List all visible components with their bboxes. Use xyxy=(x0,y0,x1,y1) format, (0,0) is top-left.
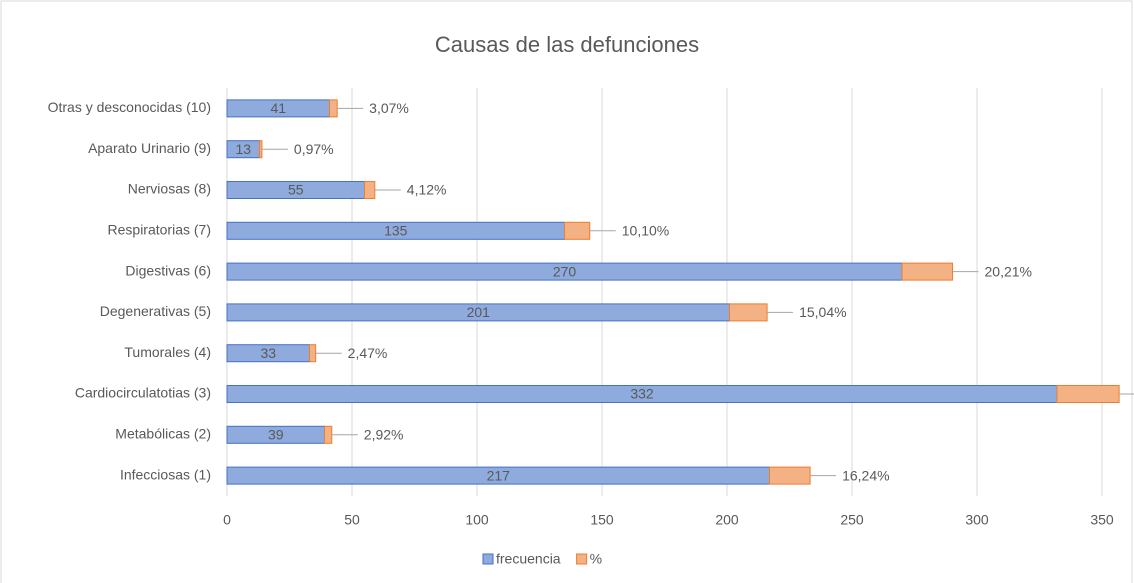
data-label: 33 xyxy=(260,345,276,361)
data-label: 332 xyxy=(630,386,654,402)
bar-segment xyxy=(309,344,317,363)
bar-segment xyxy=(901,262,954,281)
y-tick-label: Degenerativas (5) xyxy=(100,303,211,319)
bar-segment xyxy=(324,425,333,444)
data-label: 217 xyxy=(487,467,511,483)
y-tick-label: Cardiocirculatotias (3) xyxy=(75,385,211,401)
bar-segment xyxy=(329,99,338,118)
data-label: 55 xyxy=(288,182,304,198)
y-tick-label: Aparato Urinario (9) xyxy=(88,140,211,156)
x-tick-label: 150 xyxy=(590,512,614,528)
x-tick-label: 100 xyxy=(465,512,489,528)
y-tick-label: Tumorales (4) xyxy=(124,344,211,360)
legend-swatch xyxy=(482,553,494,565)
data-label: 13 xyxy=(235,141,251,157)
x-tick-label: 300 xyxy=(965,512,989,528)
data-label: 0,97% xyxy=(294,141,334,157)
data-label: 16,24% xyxy=(842,467,889,483)
data-label: 135 xyxy=(384,223,408,239)
y-tick-label: Metabólicas (2) xyxy=(115,426,211,442)
bar-segment xyxy=(1056,385,1120,403)
data-label: 20,21% xyxy=(985,263,1032,279)
data-label: 41 xyxy=(270,100,286,116)
data-label: 39 xyxy=(268,427,284,443)
x-tick-label: 50 xyxy=(344,512,360,528)
legend-label: % xyxy=(590,551,602,567)
data-label: 201 xyxy=(467,304,491,320)
bar-segment xyxy=(564,221,591,240)
x-tick-label: 250 xyxy=(840,512,864,528)
chart-title: Causas de las defunciones xyxy=(435,32,699,57)
legend-swatch xyxy=(576,553,588,565)
y-tick-label: Infecciosas (1) xyxy=(120,466,211,482)
data-label: 2,47% xyxy=(348,345,388,361)
data-label: 3,07% xyxy=(369,100,409,116)
y-tick-label: Digestivas (6) xyxy=(125,262,211,278)
bar-segment xyxy=(769,466,811,485)
data-label: 4,12% xyxy=(407,182,447,198)
y-tick-label: Nerviosas (8) xyxy=(128,181,211,197)
y-tick-label: Otras y desconocidas (10) xyxy=(48,99,211,115)
data-label: 15,04% xyxy=(799,304,846,320)
data-label: 2,92% xyxy=(364,427,404,443)
data-label: 10,10% xyxy=(622,223,669,239)
legend-label: frecuencia xyxy=(496,551,561,567)
bar-segment xyxy=(729,303,768,322)
bar-segment xyxy=(364,181,376,199)
y-tick-label: Respiratorias (7) xyxy=(108,222,211,238)
data-label: 270 xyxy=(553,263,577,279)
bar-segment xyxy=(259,140,263,159)
x-tick-label: 350 xyxy=(1090,512,1114,528)
x-tick-label: 0 xyxy=(223,512,231,528)
x-tick-label: 200 xyxy=(715,512,739,528)
